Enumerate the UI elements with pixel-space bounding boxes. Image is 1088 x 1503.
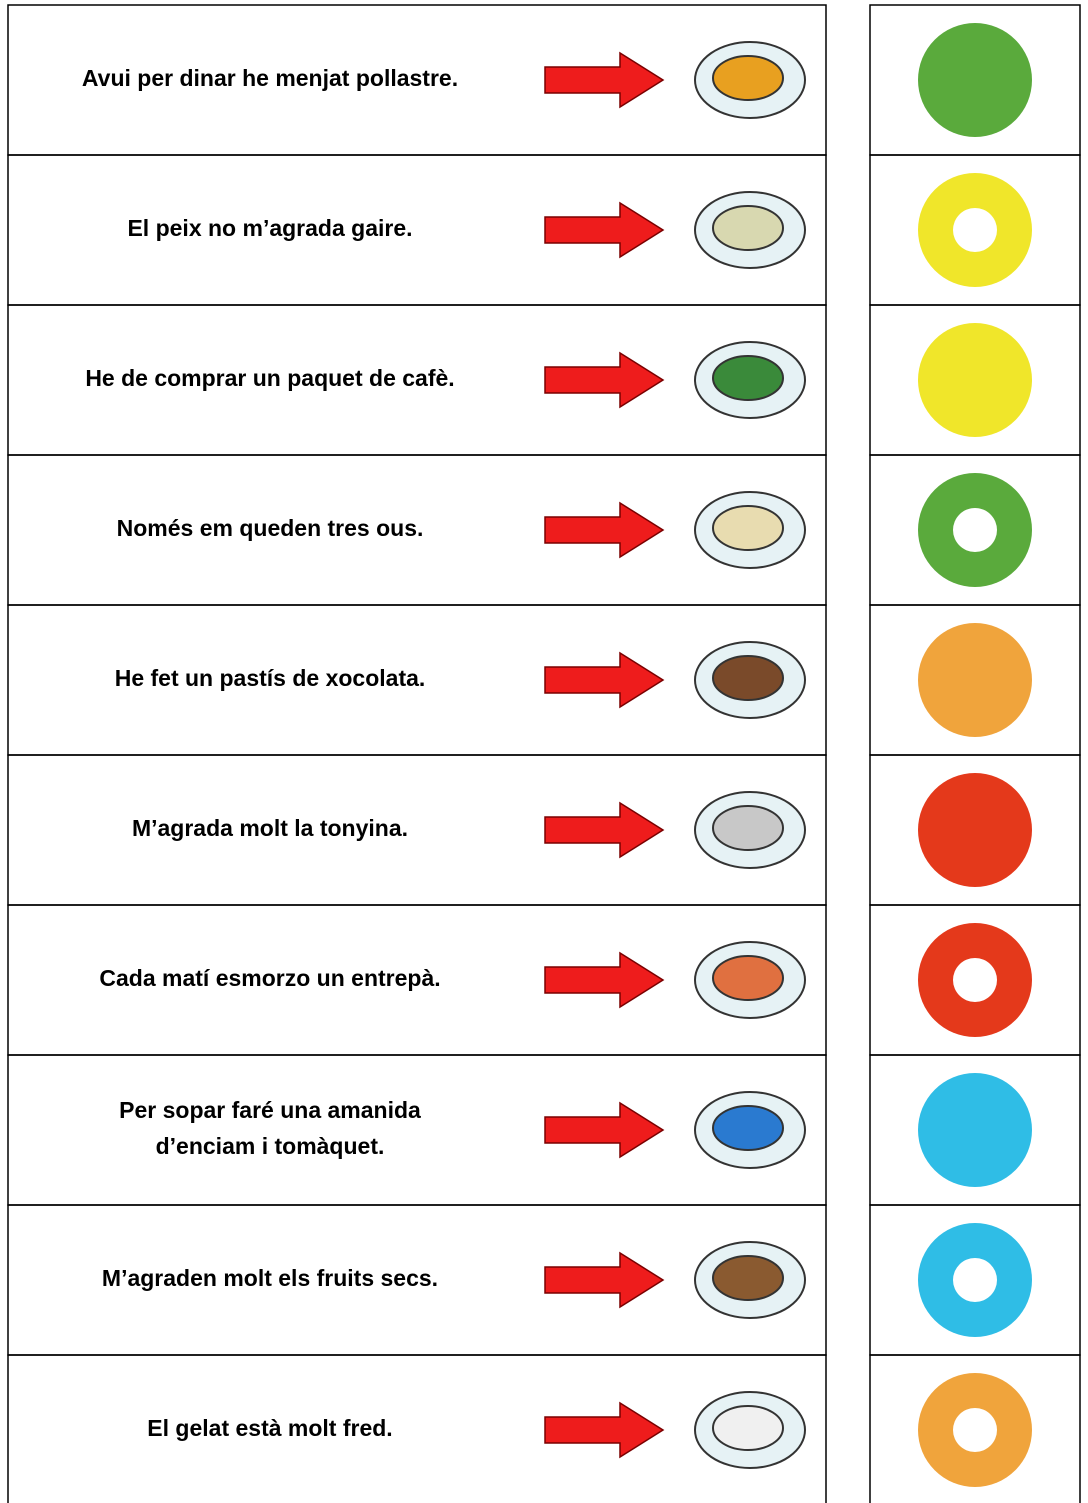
color-disc xyxy=(918,23,1032,137)
sentence: El gelat està molt fred. xyxy=(147,1415,392,1441)
sentence: He de comprar un paquet de cafè. xyxy=(85,365,454,391)
food-icon-item xyxy=(712,1255,784,1301)
sentence: d’enciam i tomàquet. xyxy=(156,1133,385,1159)
row: M’agraden molt els fruits secs. xyxy=(7,1204,1081,1356)
sentence: Avui per dinar he menjat pollastre. xyxy=(82,65,458,91)
sentence: Només em queden tres ous. xyxy=(117,515,424,541)
color-disc xyxy=(918,623,1032,737)
arrow xyxy=(544,1251,665,1309)
disc-hole xyxy=(953,958,997,1002)
row: Per sopar faré una amanida d’enciam i tom… xyxy=(7,1054,1081,1206)
sentence: He fet un pastís de xocolata. xyxy=(115,665,426,691)
sentence: M’agrada molt la tonyina. xyxy=(132,815,408,841)
food-icon-item xyxy=(712,205,784,251)
food-icon-item xyxy=(712,805,784,851)
arrow xyxy=(544,351,665,409)
food-icon-item xyxy=(712,1405,784,1451)
arrow xyxy=(544,501,665,559)
food-icon-item xyxy=(712,1105,784,1151)
row: He fet un pastís de xocolata. xyxy=(7,604,1081,756)
row: Avui per dinar he menjat pollastre. xyxy=(7,4,1081,156)
row: Cada matí esmorzo un entrepà. xyxy=(7,904,1081,1056)
sentence: M’agraden molt els fruits secs. xyxy=(102,1265,438,1291)
row: El peix no m’agrada gaire. xyxy=(7,154,1081,306)
food-icon-item xyxy=(712,955,784,1001)
disc-hole xyxy=(953,508,997,552)
arrow xyxy=(544,51,665,109)
color-disc xyxy=(918,1073,1032,1187)
food-icon-item xyxy=(712,505,784,551)
row: Només em queden tres ous. xyxy=(7,454,1081,606)
arrow xyxy=(544,1401,665,1459)
arrow xyxy=(544,201,665,259)
arrow xyxy=(544,1101,665,1159)
arrow xyxy=(544,801,665,859)
color-disc xyxy=(918,773,1032,887)
row: He de comprar un paquet de cafè. xyxy=(7,304,1081,456)
row: El gelat està molt fred. xyxy=(7,1354,1081,1503)
disc-hole xyxy=(953,1408,997,1452)
row-cell xyxy=(7,1354,827,1503)
food-icon-item xyxy=(712,655,784,701)
color-disc xyxy=(918,323,1032,437)
row: M’agrada molt la tonyina. xyxy=(7,754,1081,906)
sentence: El peix no m’agrada gaire. xyxy=(127,215,412,241)
disc-cell xyxy=(869,1354,1081,1503)
arrow xyxy=(544,651,665,709)
arrow xyxy=(544,951,665,1009)
food-icon-item xyxy=(712,355,784,401)
food-icon-item xyxy=(712,55,784,101)
disc-hole xyxy=(953,1258,997,1302)
disc-hole xyxy=(953,208,997,252)
sentence: Per sopar faré una amanida xyxy=(119,1097,421,1123)
sentence: Cada matí esmorzo un entrepà. xyxy=(99,965,440,991)
